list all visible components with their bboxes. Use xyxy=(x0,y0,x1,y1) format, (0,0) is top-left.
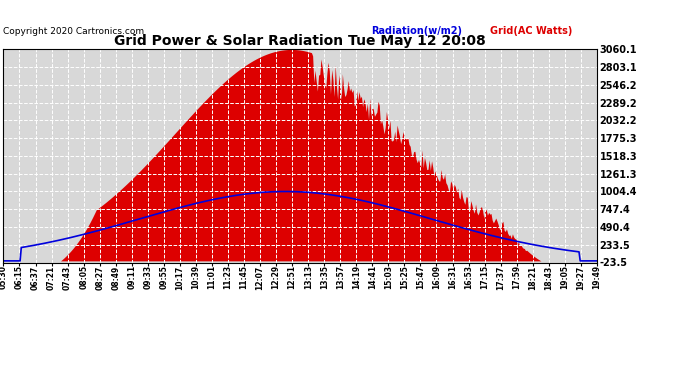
Text: Grid(AC Watts): Grid(AC Watts) xyxy=(490,26,573,36)
Title: Grid Power & Solar Radiation Tue May 12 20:08: Grid Power & Solar Radiation Tue May 12 … xyxy=(115,34,486,48)
Text: Radiation(w/m2): Radiation(w/m2) xyxy=(371,26,462,36)
Text: Copyright 2020 Cartronics.com: Copyright 2020 Cartronics.com xyxy=(3,27,145,36)
